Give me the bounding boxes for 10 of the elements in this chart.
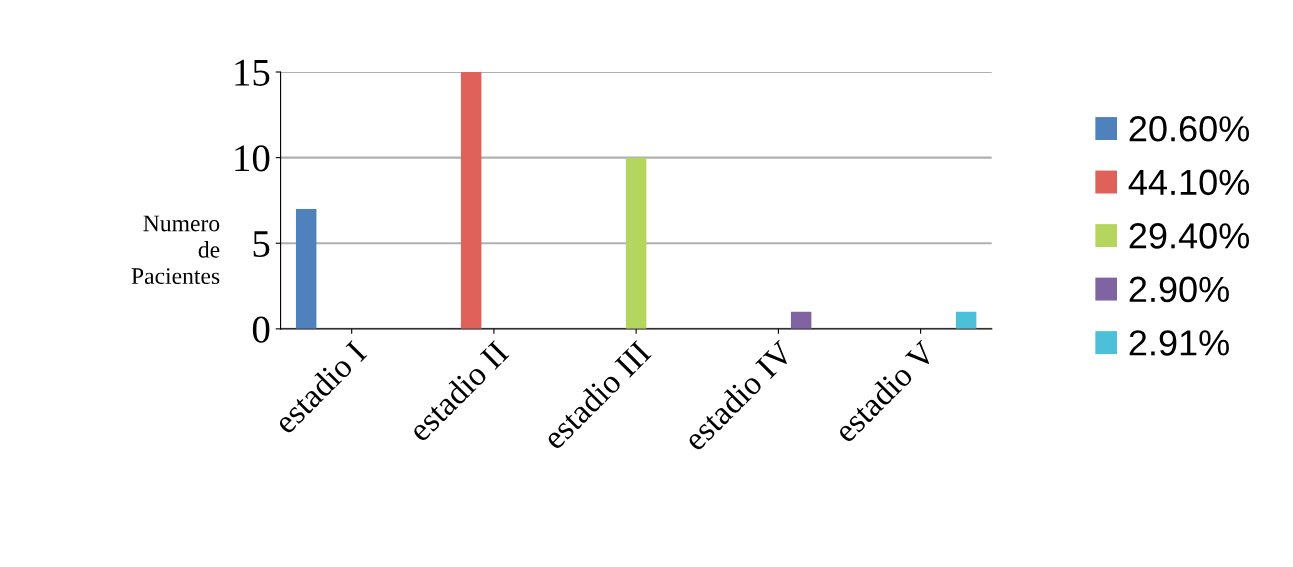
legend-label: 29.40% <box>1129 223 1250 249</box>
y-axis-title: Numero de Pacientes <box>131 215 220 285</box>
y-tick-label: 5 <box>253 231 270 258</box>
legend-label: 20.60% <box>1129 116 1250 142</box>
legend-label: 44.10% <box>1128 169 1250 196</box>
legend-label: 2.91% <box>1129 330 1229 356</box>
y-tick-label: 0 <box>252 316 270 343</box>
y-tick-label: 10 <box>235 145 270 172</box>
y-tick-label: 15 <box>235 59 270 86</box>
legend-label: 2.90% <box>1129 276 1229 303</box>
